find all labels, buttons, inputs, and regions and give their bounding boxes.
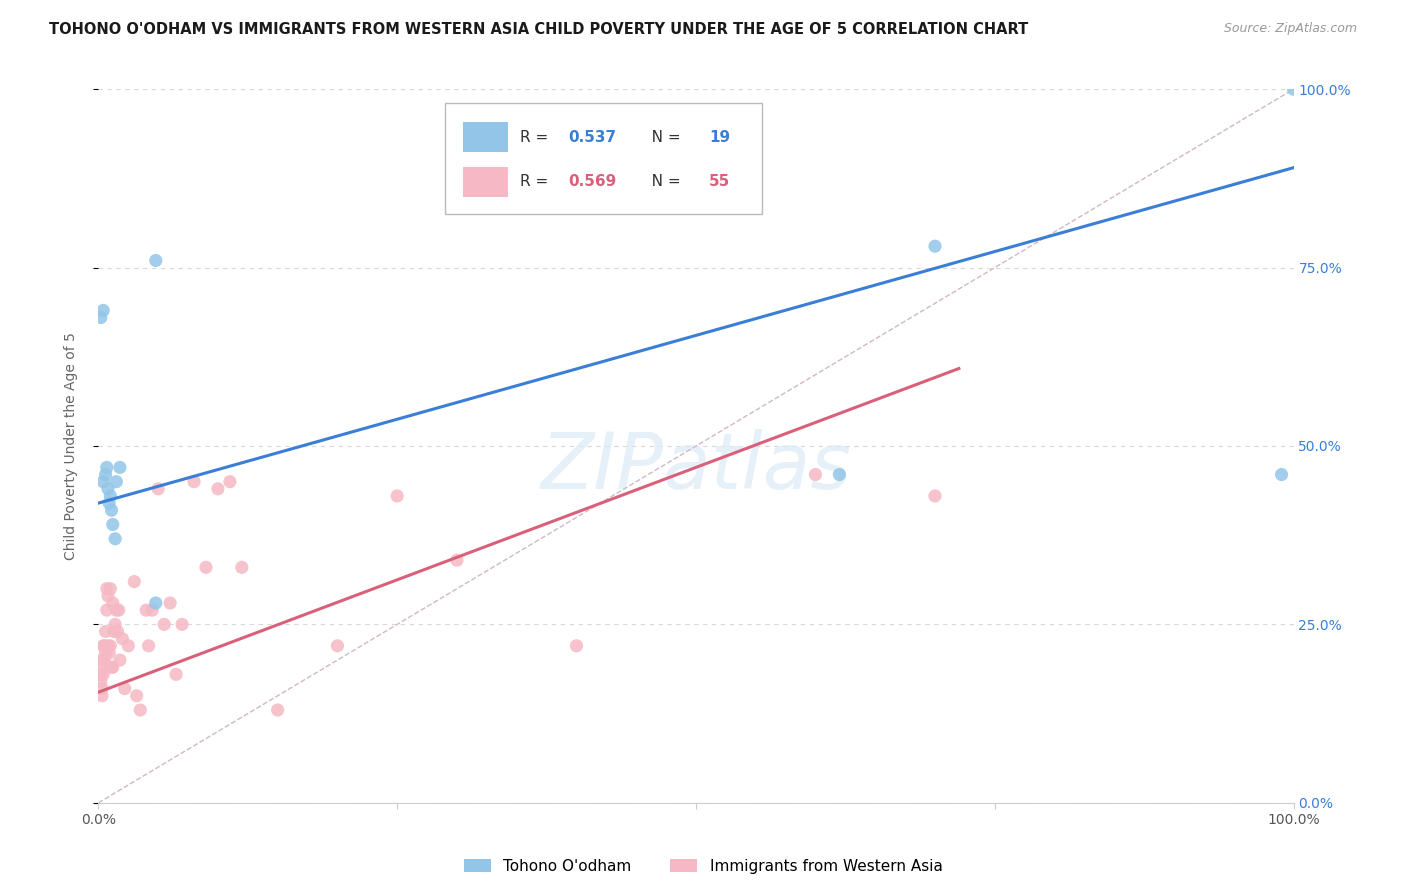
Point: [129, 703, 152, 717]
Point: [98, 646, 121, 660]
Point: [924, 239, 946, 253]
Point: [326, 639, 349, 653]
Text: R =: R =: [520, 129, 554, 145]
FancyBboxPatch shape: [446, 103, 762, 214]
Point: [100, 660, 122, 674]
Text: ZIPatlas: ZIPatlas: [540, 429, 852, 506]
Point: [108, 460, 131, 475]
Point: [231, 560, 253, 574]
Point: [93, 653, 115, 667]
Text: N =: N =: [637, 175, 686, 189]
Point: [91, 653, 114, 667]
Point: [98, 582, 122, 596]
Point: [172, 617, 194, 632]
Point: [124, 574, 146, 589]
Point: [91, 667, 114, 681]
Point: [148, 482, 170, 496]
Point: [98, 639, 122, 653]
Point: [104, 532, 127, 546]
Point: [108, 653, 131, 667]
Point: [91, 303, 114, 318]
Point: [90, 310, 112, 325]
Point: [219, 475, 242, 489]
Point: [125, 689, 148, 703]
Point: [89, 667, 111, 681]
Point: [101, 517, 124, 532]
Point: [97, 589, 120, 603]
Point: [1282, 82, 1305, 96]
Point: [96, 460, 118, 475]
Point: [97, 639, 120, 653]
Text: 0.537: 0.537: [568, 129, 616, 145]
Point: [446, 553, 468, 567]
Point: [101, 660, 124, 674]
Point: [98, 496, 121, 510]
Point: [195, 560, 218, 574]
Point: [96, 603, 118, 617]
Point: [141, 603, 163, 617]
Point: [385, 489, 409, 503]
Point: [135, 603, 157, 617]
Text: 55: 55: [709, 175, 730, 189]
FancyBboxPatch shape: [463, 122, 509, 152]
Point: [117, 639, 139, 653]
Point: [565, 639, 588, 653]
Point: [90, 667, 112, 681]
Point: [91, 689, 114, 703]
Point: [924, 489, 946, 503]
Point: [96, 582, 118, 596]
Point: [1271, 467, 1294, 482]
Point: [107, 624, 129, 639]
Point: [91, 681, 114, 696]
Point: [104, 617, 127, 632]
Point: [138, 639, 160, 653]
Legend: Tohono O'odham, Immigrants from Western Asia: Tohono O'odham, Immigrants from Western …: [457, 853, 949, 880]
Point: [114, 681, 136, 696]
Point: [111, 632, 134, 646]
Point: [94, 467, 117, 482]
Point: [93, 639, 115, 653]
Point: [159, 596, 181, 610]
Point: [97, 482, 120, 496]
Point: [94, 646, 117, 660]
Point: [207, 482, 229, 496]
Point: [100, 503, 122, 517]
Point: [105, 603, 128, 617]
Point: [145, 596, 167, 610]
Point: [103, 624, 125, 639]
Point: [94, 624, 117, 639]
FancyBboxPatch shape: [463, 167, 509, 197]
Point: [107, 603, 129, 617]
Point: [90, 660, 112, 674]
Point: [90, 674, 112, 689]
Point: [267, 703, 290, 717]
Point: [101, 596, 124, 610]
Text: 19: 19: [709, 129, 730, 145]
Point: [804, 467, 827, 482]
Point: [98, 489, 122, 503]
Text: Source: ZipAtlas.com: Source: ZipAtlas.com: [1223, 22, 1357, 36]
Point: [183, 475, 205, 489]
Text: R =: R =: [520, 175, 554, 189]
Y-axis label: Child Poverty Under the Age of 5: Child Poverty Under the Age of 5: [63, 332, 77, 560]
Text: 0.569: 0.569: [568, 175, 616, 189]
Point: [91, 475, 114, 489]
Text: TOHONO O'ODHAM VS IMMIGRANTS FROM WESTERN ASIA CHILD POVERTY UNDER THE AGE OF 5 : TOHONO O'ODHAM VS IMMIGRANTS FROM WESTER…: [49, 22, 1028, 37]
Point: [105, 475, 128, 489]
Point: [145, 253, 167, 268]
Text: N =: N =: [637, 129, 686, 145]
Point: [165, 667, 187, 681]
Point: [828, 467, 851, 482]
Point: [153, 617, 176, 632]
Point: [91, 639, 114, 653]
